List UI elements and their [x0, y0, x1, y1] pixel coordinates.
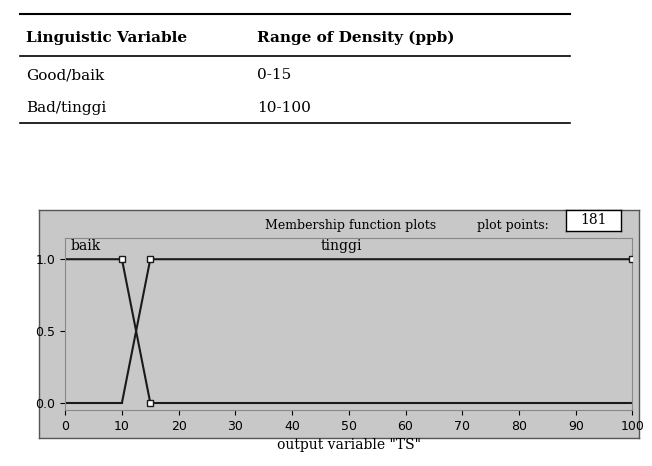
Text: Range of Density (ppb): Range of Density (ppb)	[258, 31, 455, 45]
Text: 10-100: 10-100	[258, 101, 311, 115]
X-axis label: output variable "TS": output variable "TS"	[277, 439, 421, 452]
Text: baik: baik	[71, 240, 101, 254]
Text: Bad/tinggi: Bad/tinggi	[26, 101, 106, 115]
Text: Membership function plots: Membership function plots	[265, 219, 437, 232]
Text: tinggi: tinggi	[321, 240, 362, 254]
Text: 181: 181	[580, 213, 607, 227]
Text: Good/baik: Good/baik	[26, 68, 104, 82]
Text: Linguistic Variable: Linguistic Variable	[26, 31, 187, 45]
Text: 0-15: 0-15	[258, 68, 291, 82]
Text: plot points:: plot points:	[477, 219, 549, 232]
